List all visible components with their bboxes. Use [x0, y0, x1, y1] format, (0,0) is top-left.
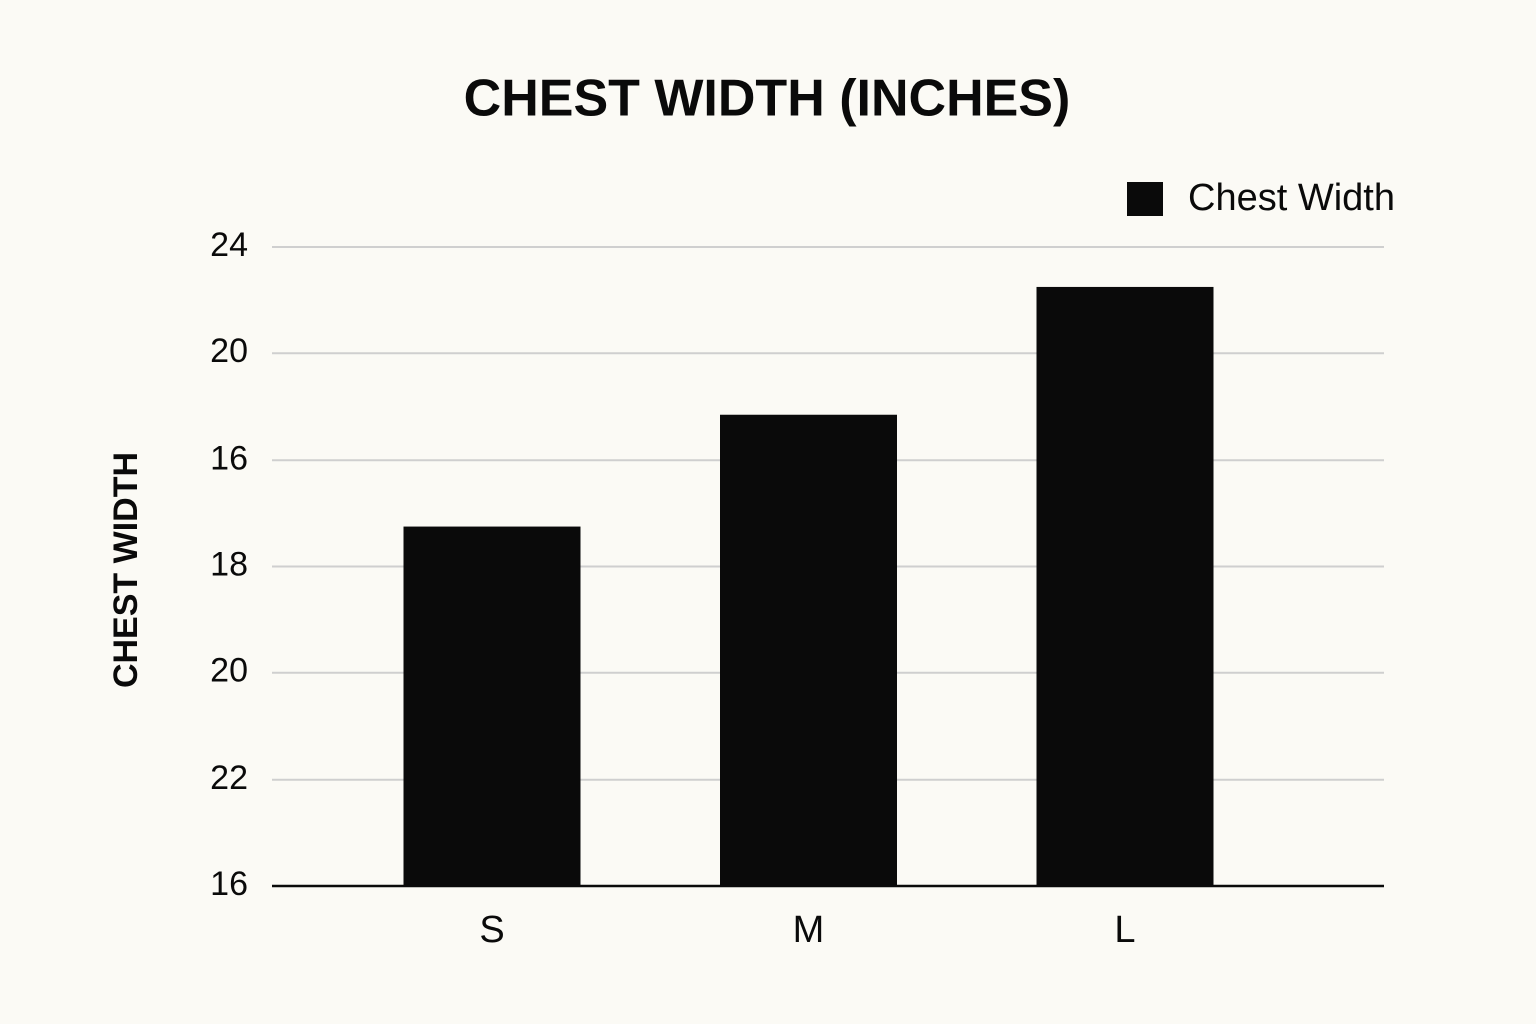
- chart-title: CHEST WIDTH (INCHES): [464, 70, 1071, 128]
- y-tick-label: 18: [210, 545, 248, 583]
- legend-swatch: [1127, 182, 1163, 216]
- y-tick-label: 22: [210, 759, 248, 797]
- x-tick-label: M: [793, 909, 825, 951]
- bar: [1036, 286, 1214, 886]
- x-tick-label: S: [479, 909, 504, 951]
- x-tick-label: L: [1114, 909, 1135, 951]
- y-tick-label: 16: [210, 439, 248, 477]
- y-axis-label: CHEST WIDTH: [107, 452, 145, 688]
- y-tick-label: 20: [210, 652, 248, 690]
- y-tick-label: 16: [210, 865, 248, 903]
- y-tick-label: 20: [210, 332, 248, 370]
- legend-label: Chest Width: [1188, 177, 1395, 219]
- bar: [720, 414, 897, 886]
- y-tick-label: 24: [210, 226, 248, 264]
- bar: [403, 526, 581, 886]
